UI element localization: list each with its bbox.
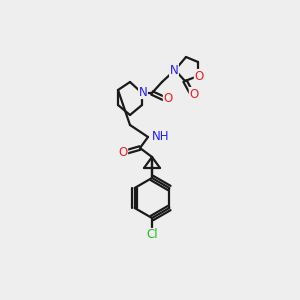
Text: N: N bbox=[169, 64, 178, 76]
Text: O: O bbox=[118, 146, 127, 158]
Text: O: O bbox=[164, 92, 172, 106]
Text: O: O bbox=[194, 70, 204, 83]
Text: O: O bbox=[189, 88, 199, 100]
Text: N: N bbox=[139, 85, 147, 98]
Text: NH: NH bbox=[152, 130, 169, 143]
Text: Cl: Cl bbox=[146, 229, 158, 242]
